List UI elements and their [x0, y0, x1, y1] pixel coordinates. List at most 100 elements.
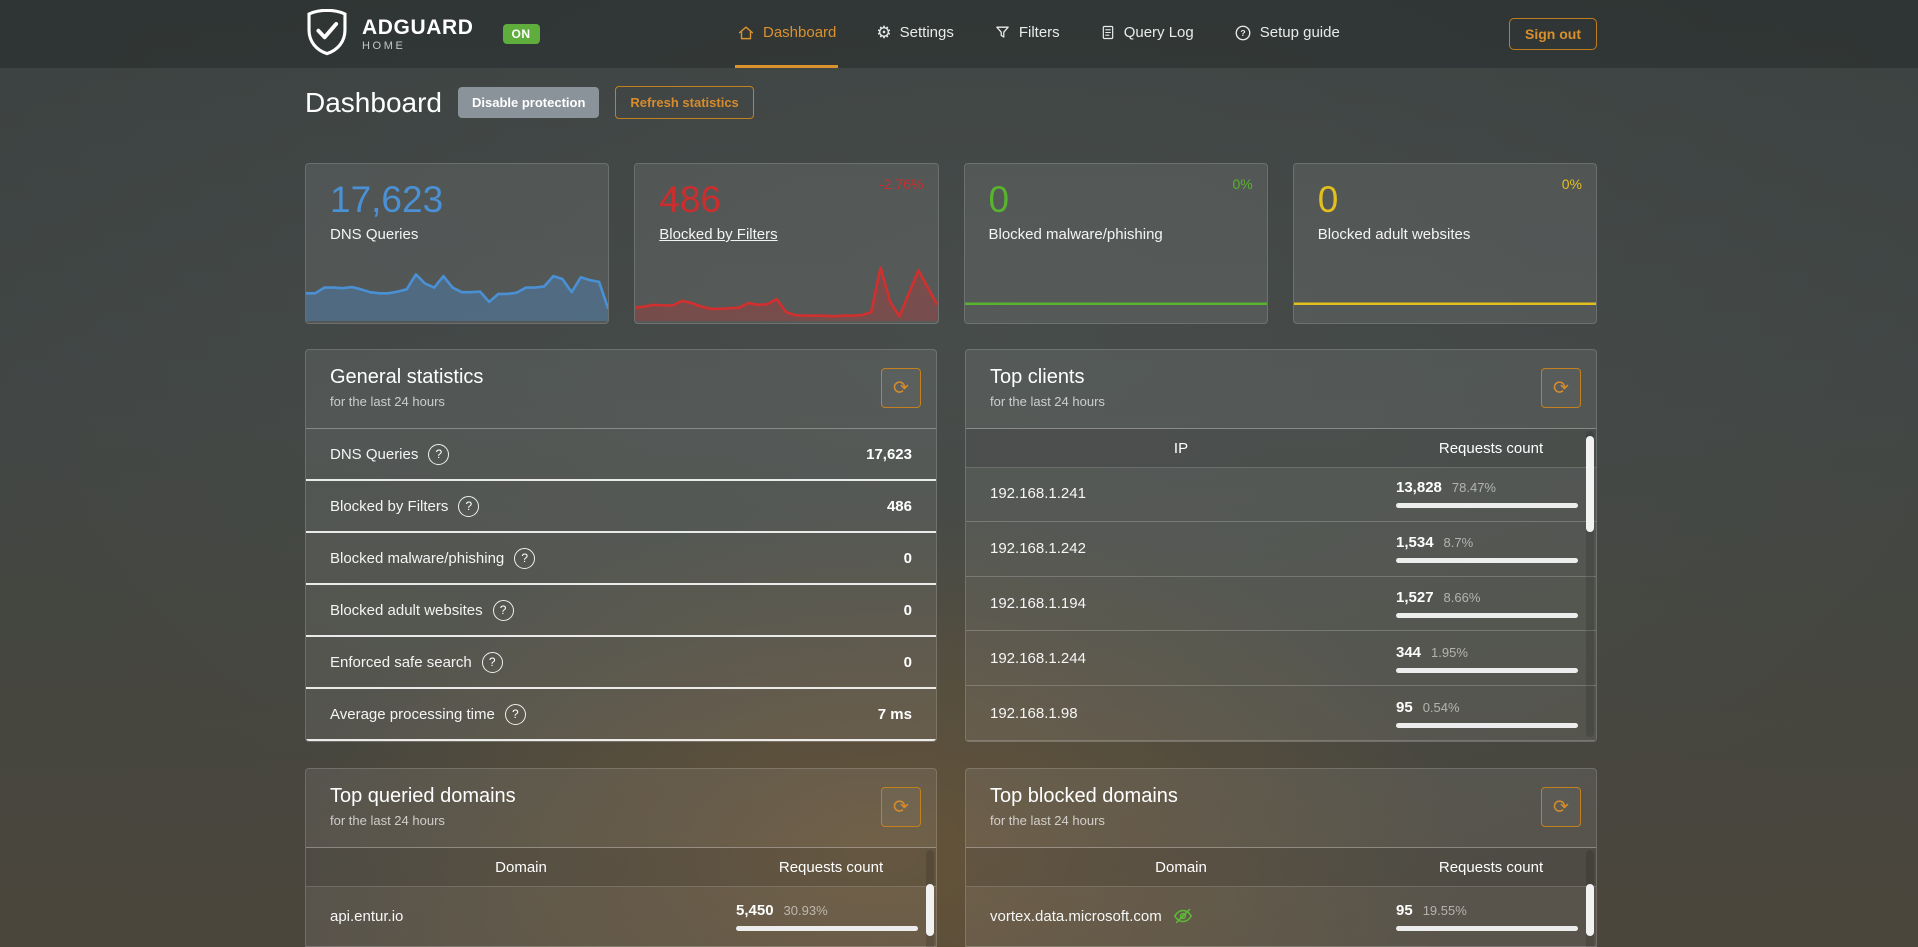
help-icon[interactable]: ? [428, 443, 450, 465]
panel-subtitle: for the last 24 hours [990, 394, 1105, 409]
card-label-link[interactable]: Blocked by Filters [659, 226, 778, 243]
stat-label: Blocked adult websites [330, 601, 483, 619]
card-dns-queries: 17,623 DNS Queries [305, 163, 610, 324]
request-percent: 19.55% [1422, 902, 1467, 918]
nav-tab-label: Setup guide [1259, 24, 1340, 41]
request-meter [1396, 612, 1578, 618]
scrollbar-thumb[interactable] [1586, 884, 1594, 936]
card-trend: -2.76% [879, 176, 924, 192]
table-header: Domain Requests count [966, 848, 1596, 887]
nav-tab-label: Settings [899, 24, 954, 41]
nav-tab-setup-guide[interactable]: ? Setup guide [1232, 0, 1342, 68]
panel-header: Top blocked domains for the last 24 hour… [966, 769, 1596, 848]
column-header-domain: Domain [1155, 858, 1207, 876]
nav-tab-label: Dashboard [763, 24, 837, 41]
table-rows: api.entur.io 5,450 30.93% [306, 886, 936, 947]
request-percent: 30.93% [783, 902, 828, 918]
refresh-button[interactable]: ⟳ [881, 787, 921, 827]
card-trend: 0% [1232, 176, 1253, 192]
nav-tab-query-log[interactable]: Query Log [1098, 0, 1196, 68]
brand-name: ADGUARD [362, 15, 474, 39]
scrollbar-thumb[interactable] [1586, 436, 1594, 532]
client-row: 192.168.1.244 344 1.95% [966, 631, 1596, 687]
blocked-malware-sparkline [965, 265, 1267, 305]
sign-out-button[interactable]: Sign out [1509, 18, 1597, 50]
help-icon[interactable]: ? [504, 703, 526, 725]
refresh-button[interactable]: ⟳ [1541, 787, 1581, 827]
nav-tab-filters[interactable]: Filters [992, 0, 1062, 68]
brand-text: ADGUARD HOME [362, 17, 474, 52]
domain-row: vortex.data.microsoft.com 95 19.55% [966, 886, 1596, 947]
client-ip: 192.168.1.194 [990, 594, 1086, 612]
shield-logo-icon [305, 8, 349, 61]
domain-name: vortex.data.microsoft.com [990, 907, 1162, 925]
card-value: 486 [659, 179, 721, 220]
request-count: 344 [1396, 643, 1422, 661]
client-ip: 192.168.1.241 [990, 485, 1086, 503]
column-header-requests-count: Requests count [1438, 858, 1544, 876]
stat-row: Average processing time? 7 ms [306, 689, 936, 741]
help-icon[interactable]: ? [458, 495, 480, 517]
column-header-ip: IP [1173, 439, 1189, 457]
stat-rows: DNS Queries? 17,623 Blocked by Filters? … [306, 429, 936, 741]
stat-row: Enforced safe search? 0 [306, 637, 936, 689]
help-icon[interactable]: ? [492, 599, 514, 621]
top-clients-panel: Top clients for the last 24 hours ⟳ IP R… [965, 349, 1597, 742]
card-value: 0 [1317, 179, 1339, 220]
stat-value: 17,623 [866, 445, 912, 463]
request-percent: 78.47% [1451, 480, 1496, 496]
panel-subtitle: for the last 24 hours [330, 394, 445, 409]
nav-tab-settings[interactable]: ⚙ Settings [874, 0, 955, 68]
brand-subtitle: HOME [362, 39, 406, 52]
svg-text:?: ? [1240, 28, 1245, 38]
panel-subtitle: for the last 24 hours [330, 813, 445, 828]
panel-header: Top queried domains for the last 24 hour… [306, 769, 936, 848]
column-header-requests-count: Requests count [1438, 439, 1544, 457]
client-row: 192.168.1.241 13,828 78.47% [966, 467, 1596, 522]
stat-row: Blocked malware/phishing? 0 [306, 533, 936, 585]
refresh-icon: ⟳ [893, 377, 909, 399]
panel-title: Top clients [990, 366, 1085, 388]
help-icon[interactable]: ? [481, 651, 503, 673]
card-label: Blocked malware/phishing [988, 226, 1163, 243]
panel-title: Top queried domains [330, 785, 516, 807]
scrollbar-thumb[interactable] [926, 884, 934, 936]
funnel-icon [994, 24, 1011, 41]
stat-value: 0 [903, 549, 912, 567]
card-label: DNS Queries [330, 226, 419, 243]
stat-label: Blocked by Filters [330, 497, 449, 515]
main-nav: Dashboard ⚙ Settings Filters Query Log [735, 0, 1342, 68]
table-header: Domain Requests count [306, 848, 936, 887]
content: Dashboard Disable protection Refresh sta… [305, 0, 1597, 947]
disable-protection-button[interactable]: Disable protection [457, 87, 600, 118]
help-icon[interactable]: ? [514, 547, 536, 569]
nav-tab-dashboard[interactable]: Dashboard [735, 0, 839, 68]
document-icon [1100, 24, 1116, 41]
stat-value: 0 [903, 601, 912, 619]
request-percent: 8.7% [1443, 535, 1474, 551]
stat-label: Enforced safe search [330, 653, 472, 671]
card-label: Blocked adult websites [1317, 226, 1471, 243]
request-count: 13,828 [1396, 479, 1442, 497]
home-icon [737, 24, 755, 42]
refresh-statistics-button[interactable]: Refresh statistics [615, 86, 754, 119]
client-ip: 192.168.1.244 [990, 649, 1086, 667]
card-blocked-adult: 0 Blocked adult websites 0% [1292, 163, 1597, 324]
request-count: 1,527 [1396, 588, 1434, 606]
request-meter [1396, 503, 1578, 509]
panel-header: General statistics for the last 24 hours… [306, 350, 936, 429]
question-circle-icon: ? [1234, 24, 1252, 42]
client-row: 192.168.1.242 1,534 8.7% [966, 522, 1596, 577]
refresh-icon: ⟳ [893, 796, 909, 818]
refresh-button[interactable]: ⟳ [881, 368, 921, 408]
eye-off-icon [1172, 905, 1194, 927]
request-meter [736, 925, 918, 931]
scrollbar-track [1586, 431, 1594, 737]
panel-header: Top clients for the last 24 hours ⟳ [966, 350, 1596, 429]
refresh-button[interactable]: ⟳ [1541, 368, 1581, 408]
request-count: 95 [1396, 698, 1413, 716]
table-rows: vortex.data.microsoft.com 95 19.55% [966, 886, 1596, 947]
stat-label: Average processing time [330, 705, 495, 723]
request-percent: 8.66% [1443, 589, 1481, 605]
protection-status-badge: ON [502, 24, 540, 44]
